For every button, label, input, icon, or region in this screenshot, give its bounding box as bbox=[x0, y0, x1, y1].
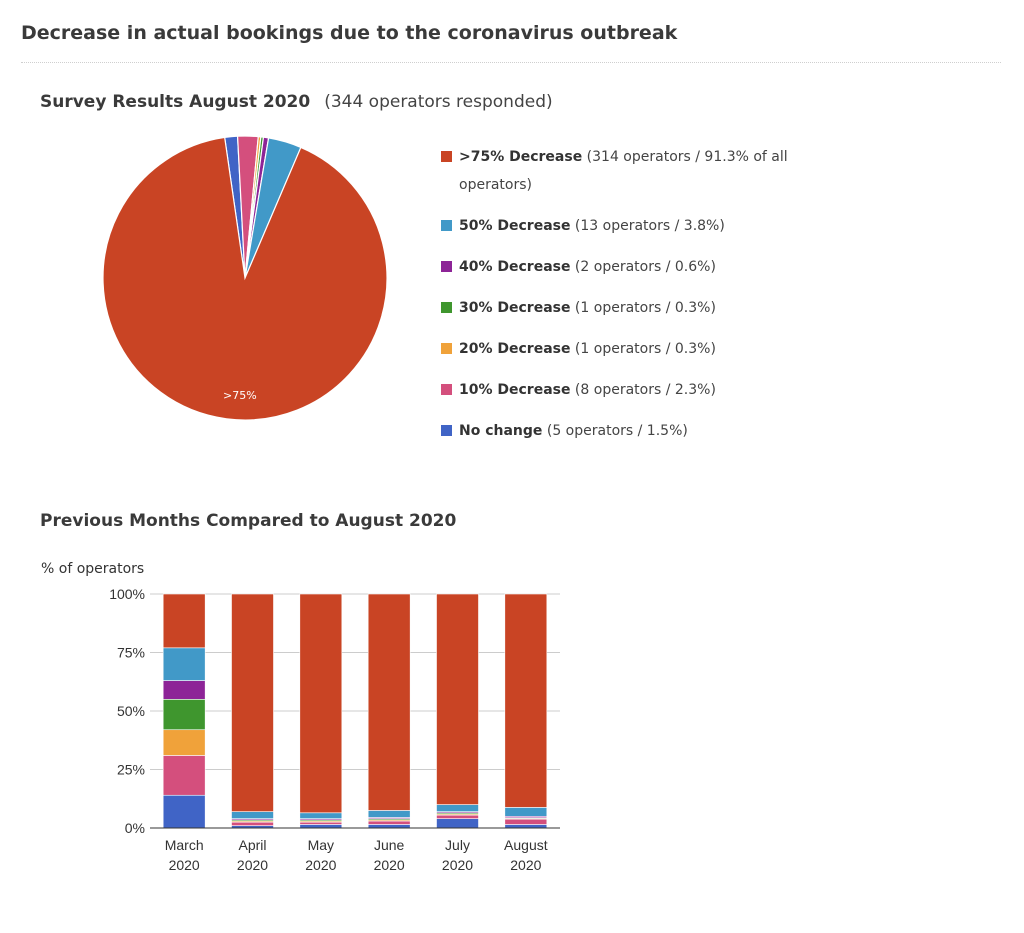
pie-slice-label: >75% bbox=[223, 389, 257, 402]
y-tick-label: 0% bbox=[125, 820, 145, 836]
bar-segment-june-10pct-decrease bbox=[367, 820, 411, 825]
legend-label: 50% Decrease bbox=[459, 218, 571, 234]
legend-item-40pct-decrease: 40% Decrease (2 operators / 0.6%) bbox=[441, 253, 801, 281]
legend-item-20pct-decrease: 20% Decrease (1 operators / 0.3%) bbox=[441, 335, 801, 363]
bar-segment-march-10pct-decrease bbox=[162, 755, 206, 796]
pie-legend: >75% Decrease (314 operators / 91.3% of … bbox=[441, 143, 801, 458]
legend-label: 40% Decrease bbox=[459, 259, 571, 275]
bar-chart-title: Previous Months Compared to August 2020 bbox=[40, 511, 457, 531]
page-title: Decrease in actual bookings due to the c… bbox=[21, 22, 678, 44]
bar-segment-april-50pct-decrease bbox=[231, 811, 274, 819]
x-tick-label: 2020 bbox=[305, 857, 336, 873]
bar-segment-april-gt75pct-decrease bbox=[231, 593, 274, 812]
title-divider bbox=[21, 62, 1001, 63]
legend-item-no-change: No change (5 operators / 1.5%) bbox=[441, 417, 801, 445]
bar-segment-may-no-change bbox=[299, 824, 343, 829]
bar-segment-june-gt75pct-decrease bbox=[367, 593, 411, 811]
bar-segment-march-50pct-decrease bbox=[162, 647, 206, 681]
legend-detail: (2 operators / 0.6%) bbox=[570, 259, 716, 275]
stacked-bar-chart: % of operators 0% 25% 50% 75% 100% March 2020 Ap… bbox=[41, 561, 560, 873]
x-tick-label: May bbox=[308, 837, 334, 853]
bar-segment-may-50pct-decrease bbox=[299, 812, 343, 819]
bar-segment-march-no-change bbox=[162, 794, 206, 829]
legend-label: >75% Decrease bbox=[459, 149, 583, 165]
bar-segment-august-no-change bbox=[504, 824, 548, 829]
pie-slice-gt75pct-decrease bbox=[102, 136, 388, 421]
x-tick-label: 2020 bbox=[374, 857, 405, 873]
legend-item-30pct-decrease: 30% Decrease (1 operators / 0.3%) bbox=[441, 294, 801, 322]
x-tick-label: 2020 bbox=[510, 857, 541, 873]
pie-title-text: Survey Results August 2020 bbox=[40, 92, 311, 112]
legend-label: No change bbox=[459, 423, 543, 439]
bar-segment-july-50pct-decrease bbox=[436, 804, 479, 812]
legend-swatch bbox=[441, 384, 452, 395]
x-tick-label: April bbox=[238, 837, 266, 853]
legend-detail: (8 operators / 2.3%) bbox=[570, 382, 716, 398]
legend-label: 10% Decrease bbox=[459, 382, 571, 398]
bar-segment-june-50pct-decrease bbox=[367, 810, 411, 818]
legend-swatch bbox=[441, 302, 452, 313]
pie-subtitle: (344 operators responded) bbox=[324, 92, 553, 112]
legend-swatch bbox=[441, 343, 452, 354]
pie-chart: >75% bbox=[102, 135, 388, 421]
legend-swatch bbox=[441, 220, 452, 231]
bar-segment-august-gt75pct-decrease bbox=[504, 593, 548, 808]
legend-item-10pct-decrease: 10% Decrease (8 operators / 2.3%) bbox=[441, 376, 801, 404]
legend-swatch bbox=[441, 425, 452, 436]
pie-chart-title: Survey Results August 2020 (344 operators… bbox=[40, 92, 553, 112]
y-tick-label: 25% bbox=[117, 762, 145, 778]
bar-segment-march-30pct-decrease bbox=[162, 699, 206, 731]
bar-segment-march-40pct-decrease bbox=[162, 680, 206, 700]
legend-label: 20% Decrease bbox=[459, 341, 571, 357]
bar-segment-march-gt75pct-decrease bbox=[162, 593, 206, 649]
y-tick-label: 50% bbox=[117, 703, 145, 719]
legend-detail: (314 operators / 91.3% of all operators) bbox=[459, 149, 788, 193]
bar-segment-may-gt75pct-decrease bbox=[299, 593, 343, 814]
bar-segment-july-gt75pct-decrease bbox=[436, 593, 479, 805]
y-axis-label: % of operators bbox=[41, 561, 144, 577]
x-tick-label: March bbox=[165, 837, 204, 853]
bar-segment-july-10pct-decrease bbox=[436, 814, 479, 819]
bar-segment-may-10pct-decrease bbox=[299, 821, 343, 825]
legend-swatch bbox=[441, 261, 452, 272]
x-tick-label: July bbox=[445, 837, 470, 853]
bar-segment-june-no-change bbox=[367, 824, 411, 829]
legend-swatch bbox=[441, 151, 452, 162]
y-tick-label: 75% bbox=[117, 645, 145, 661]
bar-segment-april-10pct-decrease bbox=[231, 821, 274, 826]
x-tick-label: 2020 bbox=[237, 857, 268, 873]
legend-item-50pct-decrease: 50% Decrease (13 operators / 3.8%) bbox=[441, 212, 801, 240]
x-tick-label: August bbox=[504, 837, 548, 853]
bar-segment-august-10pct-decrease bbox=[504, 818, 548, 825]
legend-label: 30% Decrease bbox=[459, 300, 571, 316]
legend-detail: (1 operators / 0.3%) bbox=[570, 300, 716, 316]
legend-item-gt75pct-decrease: >75% Decrease (314 operators / 91.3% of … bbox=[441, 143, 801, 199]
x-tick-label: 2020 bbox=[169, 857, 200, 873]
y-tick-label: 100% bbox=[109, 586, 145, 602]
legend-detail: (1 operators / 0.3%) bbox=[570, 341, 716, 357]
legend-detail: (13 operators / 3.8%) bbox=[570, 218, 725, 234]
bar-segment-august-50pct-decrease bbox=[504, 807, 548, 817]
x-tick-label: June bbox=[374, 837, 405, 853]
bar-segment-march-20pct-decrease bbox=[162, 729, 206, 756]
x-tick-label: 2020 bbox=[442, 857, 473, 873]
legend-detail: (5 operators / 1.5%) bbox=[542, 423, 688, 439]
bar-segment-july-no-change bbox=[436, 818, 479, 829]
